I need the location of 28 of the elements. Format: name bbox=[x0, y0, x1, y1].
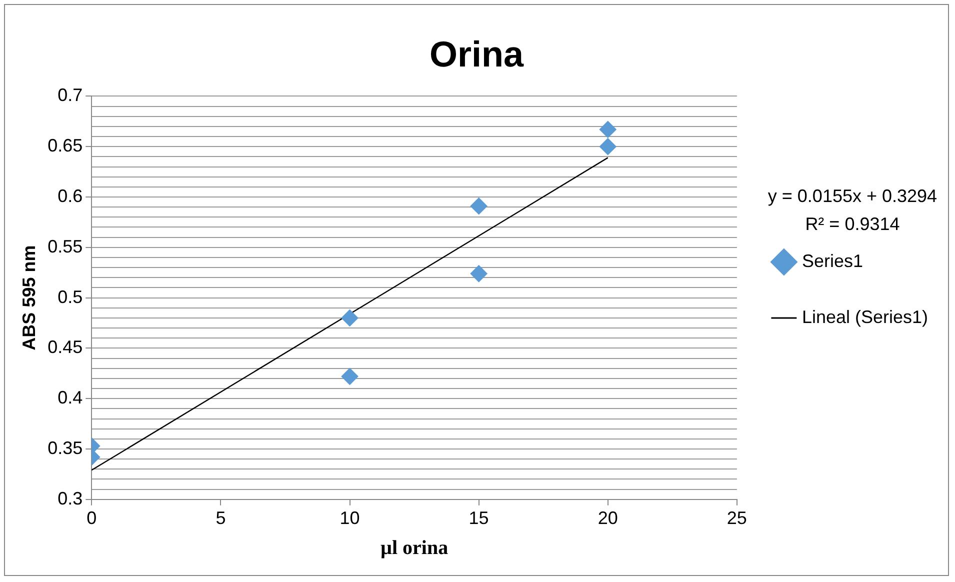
text: y = 0.0155x + 0.3294 bbox=[768, 186, 938, 206]
y-tick-label: 0.45 bbox=[48, 337, 83, 358]
text: R² = 0.9314 bbox=[805, 214, 900, 234]
y-tick-label: 0.4 bbox=[58, 388, 83, 408]
y-tick-label: 0.6 bbox=[58, 186, 83, 206]
point bbox=[599, 138, 616, 156]
x-tick-label: 10 bbox=[340, 508, 360, 528]
y-tick-label: 0.65 bbox=[48, 136, 83, 156]
y-tick-label: 0.5 bbox=[58, 286, 83, 307]
x-tick-label: 15 bbox=[468, 508, 489, 528]
point bbox=[470, 198, 488, 215]
point bbox=[470, 265, 488, 282]
y-tick-label: 0.7 bbox=[58, 85, 83, 106]
legend-label: Series1 bbox=[802, 250, 863, 271]
x-tick-label: 20 bbox=[598, 508, 618, 528]
x-tick-label: 5 bbox=[216, 508, 226, 528]
y-axis-title: ABS 595 nm bbox=[18, 245, 39, 350]
x-tick-label: 25 bbox=[726, 508, 747, 528]
x-tick-label: 0 bbox=[86, 508, 97, 528]
x-axis-title: µl orina bbox=[380, 537, 448, 560]
point bbox=[599, 120, 616, 138]
y-tick-label: 0.3 bbox=[58, 488, 83, 508]
legend-label: Lineal (Series1) bbox=[802, 306, 928, 327]
y-tick-label: 0.55 bbox=[48, 236, 83, 256]
y-tick-label: 0.35 bbox=[48, 438, 83, 458]
point bbox=[341, 368, 358, 385]
point bbox=[341, 309, 358, 326]
chart-title: Orina bbox=[429, 34, 524, 75]
